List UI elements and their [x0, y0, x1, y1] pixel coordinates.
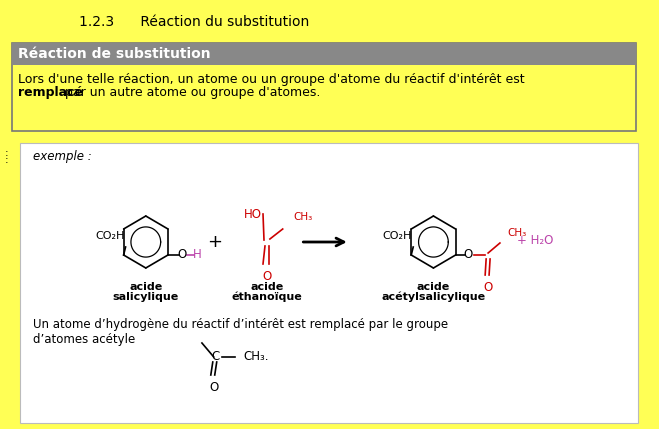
Text: H: H — [193, 248, 202, 260]
Text: 1.2.3      Réaction du substitution: 1.2.3 Réaction du substitution — [79, 15, 309, 29]
Text: Réaction de substitution: Réaction de substitution — [18, 47, 210, 61]
Text: acide: acide — [129, 282, 162, 292]
Text: exemple :: exemple : — [32, 150, 91, 163]
Text: acide: acide — [250, 282, 283, 292]
Text: +: + — [207, 233, 222, 251]
Text: O: O — [262, 270, 272, 283]
Text: remplacé: remplacé — [18, 86, 83, 99]
Text: CO₂H: CO₂H — [383, 231, 412, 241]
Text: acétylsalicylique: acétylsalicylique — [382, 292, 486, 302]
Text: CO₂H: CO₂H — [95, 231, 125, 241]
Bar — [20, 143, 639, 423]
Text: Un atome d’hydrogène du réactif d’intérêt est remplacé par le groupe: Un atome d’hydrogène du réactif d’intérê… — [32, 318, 447, 331]
Text: C: C — [212, 350, 220, 363]
Text: :: : — [5, 155, 9, 165]
Text: CH₃: CH₃ — [293, 212, 313, 222]
Text: HO: HO — [244, 208, 262, 221]
Text: O: O — [484, 281, 493, 294]
Text: Lors d'une telle réaction, un atome ou un groupe d'atome du réactif d'intérêt es: Lors d'une telle réaction, un atome ou u… — [18, 73, 525, 86]
Text: :: : — [5, 148, 9, 158]
Text: CH₃: CH₃ — [508, 228, 527, 238]
Text: CH₃.: CH₃. — [243, 350, 269, 363]
Text: éthanoïque: éthanoïque — [231, 292, 302, 302]
Text: d’atomes acétyle: d’atomes acétyle — [32, 333, 134, 346]
Text: acide: acide — [416, 282, 450, 292]
Text: O: O — [464, 248, 473, 262]
Text: salicylique: salicylique — [113, 292, 179, 302]
Text: O: O — [177, 248, 186, 262]
Bar — [12, 43, 637, 65]
Text: O: O — [209, 381, 218, 394]
Text: par un autre atome ou groupe d'atomes.: par un autre atome ou groupe d'atomes. — [61, 86, 320, 99]
Text: + H₂O: + H₂O — [517, 233, 554, 247]
Bar — [12, 43, 637, 131]
